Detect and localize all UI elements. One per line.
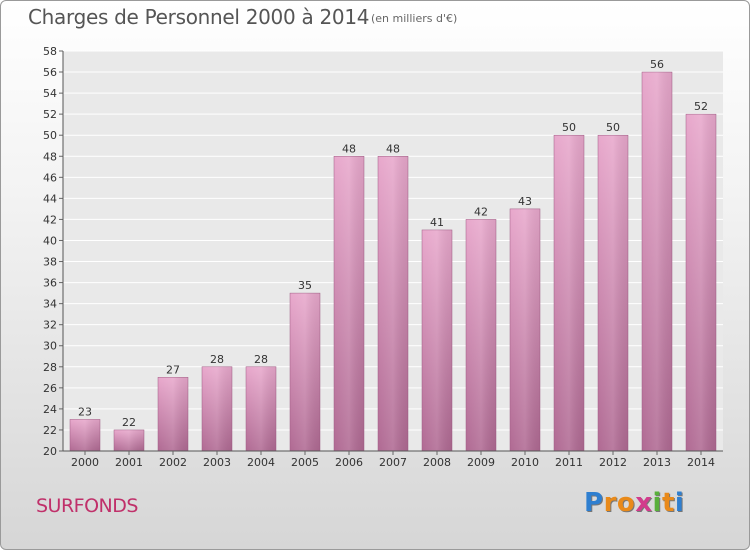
x-tick-label: 2011: [555, 456, 583, 469]
x-tick-label: 2005: [291, 456, 319, 469]
bar-highlight: [598, 135, 628, 452]
y-tick-label: 40: [43, 234, 57, 247]
bar-value-label: 48: [386, 142, 400, 155]
x-tick-label: 2006: [335, 456, 363, 469]
bar-value-label: 50: [562, 121, 576, 134]
logo-letter: i: [652, 488, 662, 518]
y-tick-label: 46: [43, 171, 57, 184]
y-tick-label: 58: [43, 45, 57, 58]
bar-highlight: [642, 72, 672, 451]
x-tick-label: 2000: [71, 456, 99, 469]
y-tick-label: 28: [43, 361, 57, 374]
x-tick-label: 2009: [467, 456, 495, 469]
bar-highlight: [378, 156, 408, 451]
bar-highlight: [510, 208, 540, 451]
bar-value-label: 50: [606, 121, 620, 134]
bar-highlight: [246, 366, 276, 451]
x-tick-label: 2007: [379, 456, 407, 469]
x-tick-label: 2004: [247, 456, 275, 469]
proxiti-logo: Proxiti: [584, 488, 684, 518]
bar-value-label: 42: [474, 205, 488, 218]
bar-value-label: 27: [166, 363, 180, 376]
bar-value-label: 22: [122, 416, 136, 429]
logo-letter: P: [584, 488, 604, 518]
chart-title: Charges de Personnel 2000 à 2014: [28, 5, 370, 29]
y-tick-label: 20: [43, 445, 57, 458]
bar-highlight: [158, 377, 188, 451]
bar-highlight: [422, 229, 452, 451]
chart-unit: (en milliers d'€): [371, 12, 458, 25]
y-tick-label: 36: [43, 277, 57, 290]
bar-value-label: 56: [650, 58, 664, 71]
y-tick-label: 22: [43, 424, 57, 437]
bar-highlight: [114, 429, 144, 451]
x-tick-label: 2013: [643, 456, 671, 469]
bar-highlight: [202, 366, 232, 451]
x-tick-label: 2003: [203, 456, 231, 469]
logo-letter: x: [635, 488, 653, 518]
y-tick-label: 38: [43, 256, 57, 269]
y-tick-label: 26: [43, 382, 57, 395]
logo-letter: i: [674, 488, 685, 518]
x-tick-label: 2012: [599, 456, 627, 469]
bar-highlight: [70, 419, 100, 451]
bar-value-label: 48: [342, 142, 356, 155]
x-tick-label: 2010: [511, 456, 539, 469]
y-tick-label: 48: [43, 150, 57, 163]
bar-highlight: [334, 156, 364, 451]
bar-value-label: 52: [694, 100, 708, 113]
commune-name: SURFONDS: [36, 495, 138, 517]
y-tick-label: 30: [43, 340, 57, 353]
y-tick-label: 24: [43, 403, 57, 416]
bar-value-label: 41: [430, 216, 444, 229]
y-tick-label: 44: [43, 192, 57, 205]
bar-value-label: 43: [518, 195, 532, 208]
logo-letter: r: [603, 488, 617, 518]
bar-value-label: 28: [210, 353, 224, 366]
y-tick-label: 56: [43, 66, 57, 79]
y-tick-label: 34: [43, 298, 57, 311]
y-tick-label: 32: [43, 319, 57, 332]
x-tick-label: 2001: [115, 456, 143, 469]
bar-highlight: [554, 135, 584, 452]
bar-highlight: [686, 114, 716, 451]
logo-letter: t: [661, 488, 675, 518]
y-tick-label: 42: [43, 213, 57, 226]
y-tick-label: 52: [43, 108, 57, 121]
y-tick-label: 50: [43, 129, 57, 142]
x-tick-label: 2014: [687, 456, 715, 469]
bar-value-label: 28: [254, 353, 268, 366]
x-tick-label: 2008: [423, 456, 451, 469]
bar-value-label: 35: [298, 279, 312, 292]
y-tick-label: 54: [43, 87, 57, 100]
bar-highlight: [466, 219, 496, 451]
bar-highlight: [290, 293, 320, 451]
x-tick-label: 2002: [159, 456, 187, 469]
logo-letter: o: [616, 488, 636, 518]
bar-value-label: 23: [78, 405, 92, 418]
